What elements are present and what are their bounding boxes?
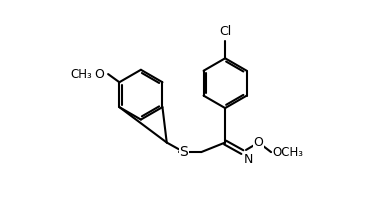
- Text: N: N: [244, 153, 253, 166]
- Text: O: O: [254, 136, 264, 149]
- Text: O: O: [95, 68, 104, 81]
- Text: CH₃: CH₃: [70, 68, 92, 81]
- Text: Cl: Cl: [219, 25, 231, 38]
- Text: OCH₃: OCH₃: [272, 146, 303, 159]
- Text: S: S: [180, 145, 188, 159]
